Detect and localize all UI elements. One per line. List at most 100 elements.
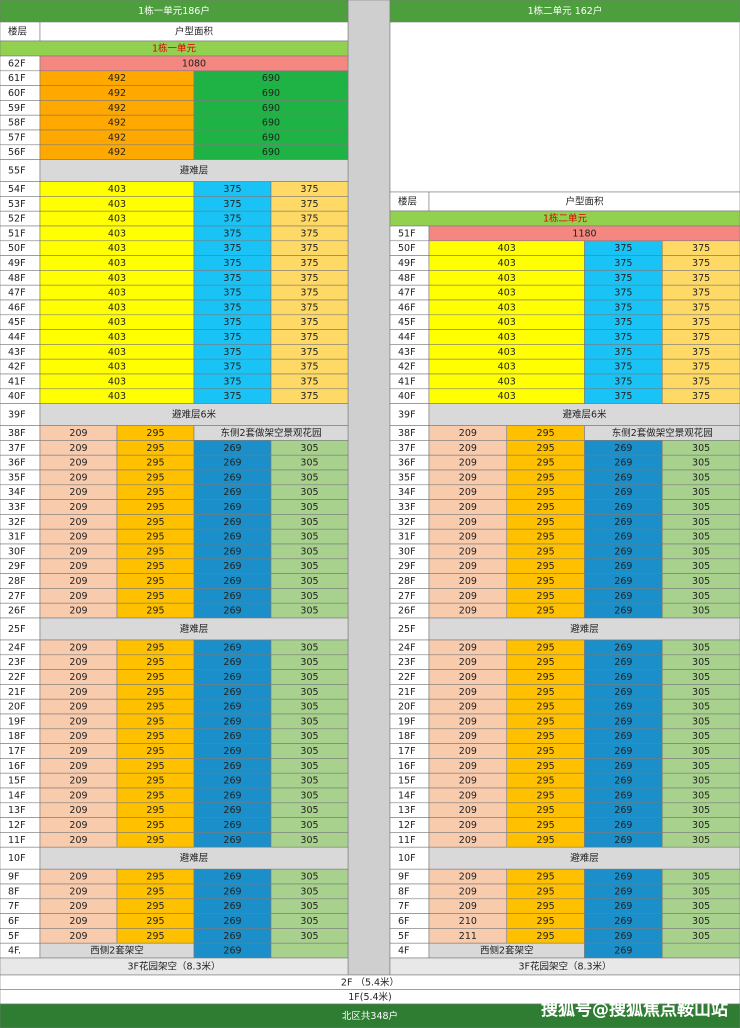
- area-cell-text: 269: [614, 776, 632, 787]
- area-cell-text: 375: [692, 332, 710, 343]
- area-cell-text: 375: [223, 199, 241, 210]
- area-cell-text: 375: [692, 376, 710, 387]
- area-cell-text: 1080: [182, 58, 206, 69]
- area-cell-text: 209: [69, 820, 87, 831]
- area-cell-text: 269: [614, 487, 632, 498]
- area-cell-text: 403: [108, 199, 126, 210]
- area-cell-text: 403: [108, 391, 126, 402]
- area-cell-text: 269: [223, 761, 241, 772]
- floor-label-text: 21F: [8, 687, 26, 698]
- area-cell-text: 209: [69, 428, 87, 439]
- floor-label-text: 50F: [8, 243, 26, 254]
- area-cell-text: 295: [146, 731, 164, 742]
- area-cell-text: 305: [692, 702, 710, 713]
- area-cell-text: 492: [108, 118, 126, 129]
- floor-label-text: 43F: [398, 347, 416, 358]
- area-cell-text: 403: [108, 228, 126, 239]
- floor-label-text: 41F: [398, 376, 416, 387]
- floor-label-text: 24F: [8, 642, 26, 653]
- area-cell-text: 269: [614, 672, 632, 683]
- area-cell-text: 305: [692, 532, 710, 543]
- area-cell-text: 403: [498, 302, 516, 313]
- refuge-floor-text: 避难层: [570, 623, 599, 635]
- area-cell-text: 295: [537, 532, 555, 543]
- area-cell-text: 492: [108, 73, 126, 84]
- area-cell-text: 209: [459, 746, 477, 757]
- floor-label-text: 37F: [398, 443, 416, 454]
- area-cell-text: 295: [537, 931, 555, 942]
- area-cell-text: 295: [537, 642, 555, 653]
- area-cell-text: 492: [108, 103, 126, 114]
- floor-label-text: 11F: [398, 835, 416, 846]
- area-cell-text: 295: [537, 716, 555, 727]
- area-cell-text: 375: [223, 288, 241, 299]
- floor-label-text: 24F: [398, 642, 416, 653]
- area-cell-text: 305: [692, 642, 710, 653]
- area-cell-text: 305: [300, 657, 318, 668]
- area-cell-text: 305: [300, 642, 318, 653]
- area-cell-text: 305: [300, 561, 318, 572]
- area-cell-text: 209: [459, 576, 477, 587]
- area-cell-text: 东侧2套做架空景观花园: [220, 427, 321, 439]
- refuge-floor-text: 避难层: [180, 623, 209, 635]
- floor-label-text: 35F: [8, 472, 26, 483]
- area-cell-text: 403: [108, 362, 126, 373]
- area-cell-text: 209: [69, 716, 87, 727]
- area-cell-text: 375: [300, 228, 318, 239]
- floor-label-text: 34F: [398, 487, 416, 498]
- area-cell-text: 295: [146, 561, 164, 572]
- floor-label: [0, 928, 41, 944]
- shared-floor-text: 2F （5.4米）: [341, 976, 399, 988]
- area-cell-text: 305: [300, 931, 318, 942]
- area-cell-text: 295: [537, 576, 555, 587]
- area-cell-text: 375: [223, 391, 241, 402]
- area-cell-text: 295: [146, 805, 164, 816]
- area-cell-text: 269: [614, 916, 632, 927]
- area-cell-text: 295: [146, 687, 164, 698]
- area-cell-text: 269: [614, 820, 632, 831]
- area-cell-text: 295: [146, 776, 164, 787]
- area-cell-text: 209: [459, 687, 477, 698]
- area-cell-text: 295: [146, 591, 164, 602]
- area-cell-text: 295: [146, 428, 164, 439]
- area-cell-text: 375: [614, 243, 632, 254]
- area-cell-text: 269: [614, 931, 632, 942]
- floor-label-text: 45F: [398, 317, 416, 328]
- area-cell-text: 295: [146, 472, 164, 483]
- floor-label-text: 58F: [8, 118, 26, 129]
- area-cell-text: 269: [223, 731, 241, 742]
- area-cell-text: 209: [69, 702, 87, 713]
- area-cell-text: 492: [108, 132, 126, 143]
- area-cell-text: 269: [614, 886, 632, 897]
- area-cell-text: 209: [459, 517, 477, 528]
- area-cell-text: 305: [692, 746, 710, 757]
- area-cell-text: 305: [300, 546, 318, 557]
- area-cell-text: 305: [300, 458, 318, 469]
- floor-label-text: 36F: [8, 458, 26, 469]
- area-cell-text: 305: [692, 761, 710, 772]
- area-cell-text: 295: [537, 820, 555, 831]
- area-cell-text: 295: [537, 805, 555, 816]
- floor-label-text: 6F: [8, 916, 20, 927]
- area-cell-text: 375: [300, 258, 318, 269]
- floor-label-text: 15F: [8, 776, 26, 787]
- area-cell-text: 269: [223, 591, 241, 602]
- floor-label-text: 39F: [398, 410, 416, 421]
- area-cell-text: 269: [614, 502, 632, 513]
- floor-label-text: 14F: [8, 790, 26, 801]
- floor-label: [0, 913, 41, 929]
- area-cell-text: 375: [300, 243, 318, 254]
- area-cell-text: 295: [537, 472, 555, 483]
- floor-label-text: 8F: [8, 886, 20, 897]
- area-cell-text: 305: [300, 487, 318, 498]
- area-cell-text: 375: [614, 273, 632, 284]
- area-cell-text: 295: [146, 672, 164, 683]
- area-cell-text: 295: [146, 702, 164, 713]
- area-cell-text: 375: [300, 317, 318, 328]
- blank-area: [389, 21, 740, 193]
- area-cell-text: 269: [223, 746, 241, 757]
- floor-label-text: 26F: [398, 606, 416, 617]
- area-cell-text: 305: [692, 790, 710, 801]
- area-cell-text: 375: [300, 362, 318, 373]
- area-cell-text: 269: [223, 901, 241, 912]
